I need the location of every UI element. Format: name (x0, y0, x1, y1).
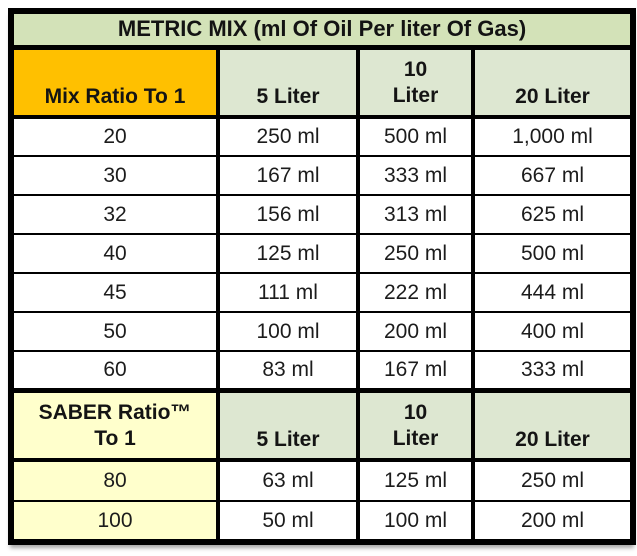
saber-ratio-cell: 80 (9, 459, 220, 502)
saber-column-header-5-liter: 5 Liter (216, 387, 360, 462)
table-row: 45 111 ml 222 ml 444 ml (9, 272, 636, 313)
saber-value-cell-5l: 50 ml (216, 500, 360, 543)
saber-column-header-10-liter-line1: 10 (403, 400, 428, 424)
saber-column-header-10-liter: 10 Liter (356, 387, 475, 462)
column-header-10-liter-line2: Liter (392, 83, 439, 107)
value-cell-10l: 333 ml (356, 155, 475, 196)
table-row: 20 250 ml 500 ml 1,000 ml (9, 116, 636, 157)
value-cell-20l: 667 ml (470, 155, 636, 196)
ratio-cell: 30 (9, 155, 220, 196)
saber-value-cell-5l: 63 ml (216, 459, 360, 502)
value-cell-10l: 500 ml (356, 116, 475, 157)
saber-value-cell-20l: 250 ml (470, 459, 636, 502)
column-header-10-liter: 10 Liter (356, 46, 475, 119)
value-cell-5l: 111 ml (216, 272, 360, 313)
saber-column-header-20-liter: 20 Liter (470, 387, 636, 462)
saber-header-row: SABER Ratio™ To 1 5 Liter 10 Liter 20 Li… (9, 387, 636, 462)
value-cell-10l: 313 ml (356, 194, 475, 235)
value-cell-20l: 625 ml (470, 194, 636, 235)
saber-ratio-header-line2: To 1 (94, 426, 136, 450)
saber-value-cell-10l: 125 ml (356, 459, 475, 502)
value-cell-10l: 222 ml (356, 272, 475, 313)
ratio-cell: 60 (9, 350, 220, 391)
saber-ratio-cell: 100 (9, 500, 220, 543)
value-cell-20l: 1,000 ml (470, 116, 636, 157)
table-row: 32 156 ml 313 ml 625 ml (9, 194, 636, 235)
ratio-cell: 32 (9, 194, 220, 235)
table-row: 60 83 ml 167 ml 333 ml (9, 350, 636, 391)
value-cell-10l: 200 ml (356, 311, 475, 352)
value-cell-5l: 167 ml (216, 155, 360, 196)
title-row: METRIC MIX (ml Of Oil Per liter Of Gas) (8, 10, 636, 50)
value-cell-5l: 83 ml (216, 350, 360, 391)
saber-ratio-column-header: SABER Ratio™ To 1 (9, 387, 220, 462)
value-cell-5l: 125 ml (216, 233, 360, 274)
ratio-cell: 45 (9, 272, 220, 313)
value-cell-20l: 333 ml (470, 350, 636, 391)
ratio-cell: 40 (9, 233, 220, 274)
value-cell-5l: 156 ml (216, 194, 360, 235)
value-cell-10l: 167 ml (356, 350, 475, 391)
value-cell-5l: 100 ml (216, 311, 360, 352)
table-row: 40 125 ml 250 ml 500 ml (9, 233, 636, 274)
column-header-5-liter: 5 Liter (216, 46, 360, 119)
metric-mix-table: METRIC MIX (ml Of Oil Per liter Of Gas) … (8, 8, 637, 545)
mix-ratio-column-header: Mix Ratio To 1 (9, 46, 220, 119)
header-row: Mix Ratio To 1 5 Liter 10 Liter 20 Liter (9, 46, 636, 119)
saber-value-cell-10l: 100 ml (356, 500, 475, 543)
value-cell-20l: 400 ml (470, 311, 636, 352)
table-row: 50 100 ml 200 ml 400 ml (9, 311, 636, 352)
saber-table-row: 80 63 ml 125 ml 250 ml (9, 459, 636, 502)
ratio-cell: 20 (9, 116, 220, 157)
column-header-20-liter: 20 Liter (470, 46, 636, 119)
value-cell-20l: 500 ml (470, 233, 636, 274)
saber-ratio-header-line1: SABER Ratio™ (38, 400, 192, 424)
column-header-10-liter-line1: 10 (403, 57, 428, 81)
saber-column-header-10-liter-line2: Liter (392, 426, 439, 450)
table-row: 30 167 ml 333 ml 667 ml (9, 155, 636, 196)
ratio-cell: 50 (9, 311, 220, 352)
value-cell-10l: 250 ml (356, 233, 475, 274)
table-title: METRIC MIX (ml Of Oil Per liter Of Gas) (8, 10, 636, 50)
value-cell-5l: 250 ml (216, 116, 360, 157)
saber-value-cell-20l: 200 ml (470, 500, 636, 543)
saber-table-row: 100 50 ml 100 ml 200 ml (9, 500, 636, 543)
value-cell-20l: 444 ml (470, 272, 636, 313)
